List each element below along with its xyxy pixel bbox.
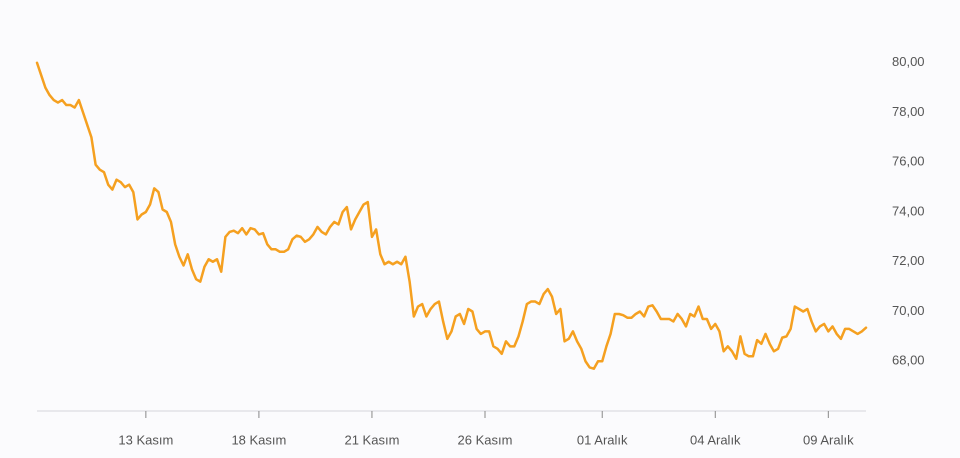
y-tick-label: 80,00: [892, 54, 925, 69]
x-tick-label: 09 Aralık: [803, 432, 854, 447]
x-tick-label: 26 Kasım: [458, 432, 513, 447]
x-tick-label: 21 Kasım: [344, 432, 399, 447]
x-tick-label: 04 Aralık: [690, 432, 741, 447]
y-tick-label: 76,00: [892, 154, 925, 169]
x-tick-label: 01 Aralık: [577, 432, 628, 447]
x-tick-label: 18 Kasım: [231, 432, 286, 447]
price-line: [35, 61, 868, 370]
y-tick-label: 68,00: [892, 353, 925, 368]
x-tick-label: 13 Kasım: [118, 432, 173, 447]
y-tick-label: 72,00: [892, 253, 925, 268]
y-tick-label: 70,00: [892, 303, 925, 318]
y-tick-label: 74,00: [892, 203, 925, 218]
y-tick-label: 78,00: [892, 104, 925, 119]
